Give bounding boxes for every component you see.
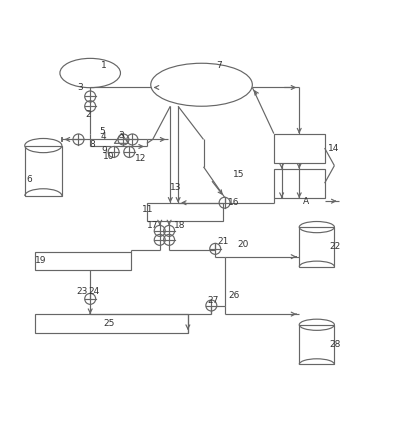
Text: 18: 18: [174, 221, 186, 230]
Text: 20: 20: [237, 241, 248, 249]
Text: 6: 6: [27, 175, 33, 184]
Bar: [35, 314, 188, 333]
Bar: [35, 252, 131, 270]
Text: A: A: [303, 197, 309, 206]
Text: 9: 9: [101, 146, 107, 155]
Text: 12: 12: [135, 155, 147, 163]
Text: 3: 3: [78, 83, 83, 92]
Text: 25: 25: [103, 319, 115, 327]
Text: 16: 16: [228, 198, 239, 207]
Text: 23: 23: [76, 288, 87, 296]
Text: 17: 17: [147, 221, 158, 230]
Text: 19: 19: [35, 256, 46, 265]
Text: 14: 14: [328, 144, 339, 152]
Text: 2: 2: [85, 109, 91, 119]
Text: 26: 26: [228, 291, 240, 300]
Bar: [274, 169, 325, 198]
Text: 28: 28: [329, 340, 341, 349]
Text: 8: 8: [89, 140, 95, 149]
Bar: [299, 227, 335, 267]
Text: 22: 22: [329, 242, 340, 251]
Bar: [25, 146, 62, 196]
Text: 15: 15: [233, 170, 245, 179]
Text: 27: 27: [208, 296, 219, 305]
Text: 21: 21: [217, 237, 229, 245]
Bar: [299, 325, 335, 365]
Text: 7: 7: [216, 62, 222, 70]
Text: 5: 5: [99, 127, 105, 136]
Bar: [274, 134, 325, 163]
Text: 24: 24: [88, 288, 100, 296]
Text: 11: 11: [142, 205, 153, 214]
Text: 1: 1: [101, 62, 107, 70]
Text: 3: 3: [118, 131, 124, 140]
Text: 13: 13: [171, 183, 182, 192]
Bar: [147, 203, 223, 222]
Text: 10: 10: [103, 152, 115, 161]
Text: 4: 4: [101, 132, 107, 141]
